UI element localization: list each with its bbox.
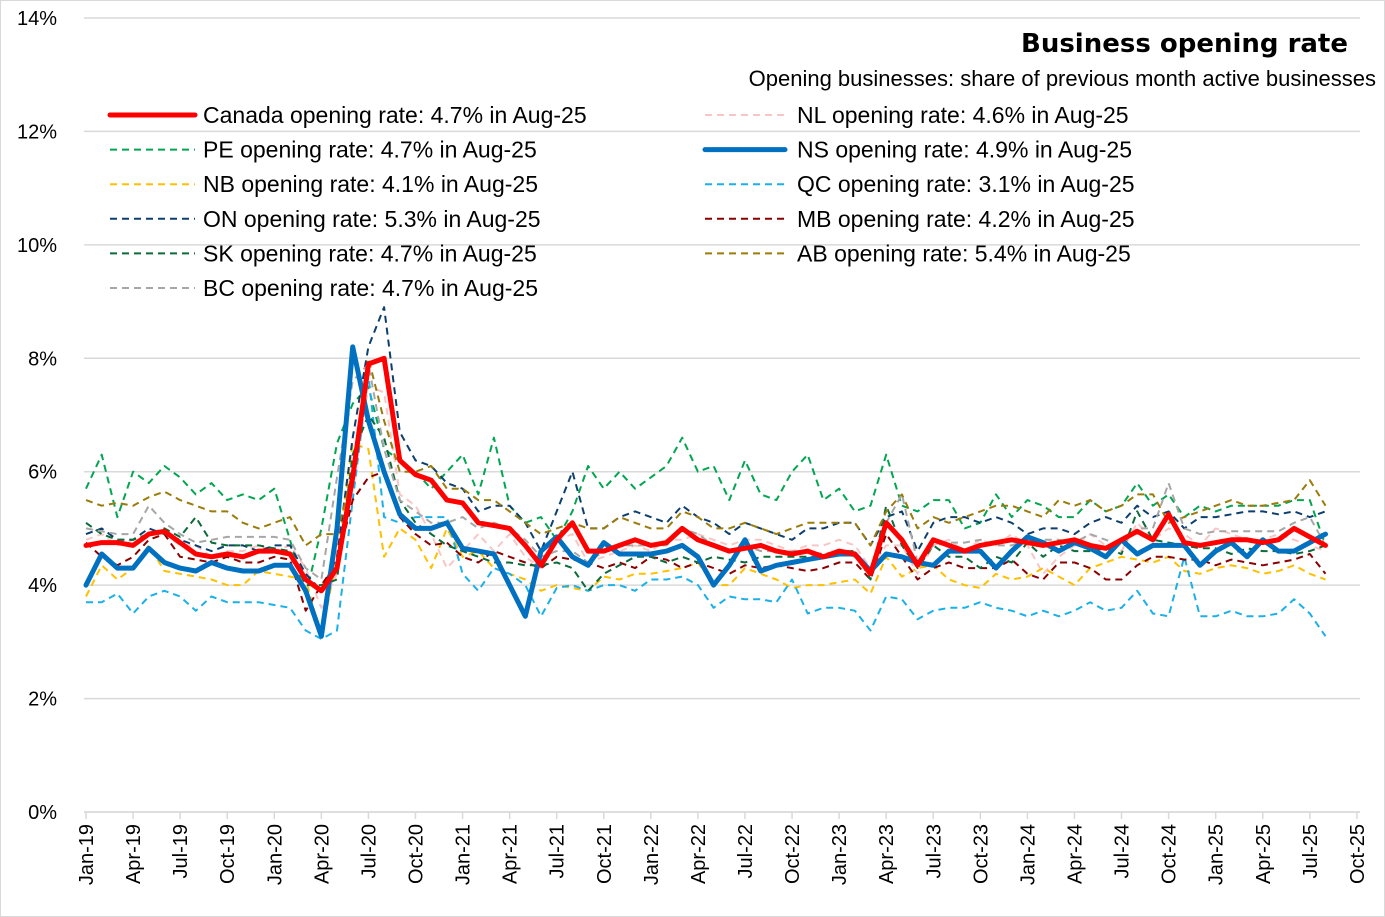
x-tick-label: Jul-21 (547, 824, 569, 878)
x-tick-label: Jul-20 (358, 824, 380, 878)
legend-item-canada: Canada opening rate: 4.7% in Aug-25 (107, 102, 587, 128)
x-tick-label: Oct-25 (1347, 824, 1369, 884)
legend-label: NS opening rate: 4.9% in Aug-25 (797, 137, 1132, 163)
legend-label: BC opening rate: 4.7% in Aug-25 (203, 275, 538, 301)
x-tick-label: Oct-24 (1159, 824, 1181, 884)
y-tick-label: 2% (28, 689, 57, 711)
legend-label: AB opening rate: 5.4% in Aug-25 (797, 240, 1131, 266)
x-axis: Jan-19 Apr-19 Jul-19 Oct-19 Jan-20 Apr-20 Jul-… (76, 811, 1369, 885)
legend-item-bc: BC opening rate: 4.7% in Aug-25 (110, 275, 538, 301)
x-tick-label: Jan-21 (453, 824, 475, 885)
x-tick-label: Apr-25 (1253, 824, 1275, 884)
x-tick-label: Jul-23 (923, 824, 945, 878)
y-tick-label: 6% (28, 462, 57, 484)
legend-item-pe: PE opening rate: 4.7% in Aug-25 (110, 137, 537, 163)
x-tick-label: Jan-25 (1206, 824, 1228, 885)
y-tick-label: 4% (28, 575, 57, 597)
x-tick-label: Jan-20 (264, 824, 286, 885)
x-tick-label: Oct-22 (782, 824, 804, 884)
chart-title: Business opening rate (1021, 29, 1348, 59)
series-line-ab (85, 357, 1327, 547)
x-tick-label: Oct-19 (217, 824, 239, 884)
legend-label: NL opening rate: 4.6% in Aug-25 (797, 102, 1129, 128)
x-tick-label: Jan-24 (1017, 824, 1039, 885)
legend: Canada opening rate: 4.7% in Aug-25 PE op… (107, 102, 1135, 301)
legend-item-nl: NL opening rate: 4.6% in Aug-25 (705, 102, 1129, 128)
series-lines (83, 306, 1328, 640)
x-tick-label: Jul-25 (1300, 824, 1322, 878)
legend-label: SK opening rate: 4.7% in Aug-25 (203, 240, 537, 266)
x-tick-label: Oct-23 (970, 824, 992, 884)
x-tick-label: Jan-22 (641, 824, 663, 885)
y-tick-label: 0% (28, 802, 57, 824)
y-axis-ticks: 0% 2% 4% 6% 8% 10% 12% 14% (17, 8, 57, 824)
x-tick-label: Jan-23 (829, 824, 851, 885)
legend-item-qc: QC opening rate: 3.1% in Aug-25 (705, 171, 1135, 197)
legend-item-ns: NS opening rate: 4.9% in Aug-25 (702, 137, 1132, 163)
series-line-qc (86, 374, 1327, 640)
x-tick-label: Jul-19 (170, 824, 192, 878)
x-tick-label: Jul-24 (1112, 824, 1134, 878)
x-tick-label: Apr-21 (500, 824, 522, 884)
legend-label: QC opening rate: 3.1% in Aug-25 (797, 171, 1135, 197)
legend-item-sk: SK opening rate: 4.7% in Aug-25 (110, 240, 537, 266)
legend-label: ON opening rate: 5.3% in Aug-25 (203, 206, 541, 232)
series-line-on (85, 306, 1326, 592)
y-tick-label: 12% (17, 121, 57, 143)
x-tick-label: Oct-21 (594, 824, 616, 884)
series-line-canada (83, 355, 1328, 594)
legend-label: MB opening rate: 4.2% in Aug-25 (797, 206, 1135, 232)
y-tick-label: 8% (28, 348, 57, 370)
x-tick-label: Apr-22 (688, 824, 710, 884)
x-tick-label: Jul-22 (735, 824, 757, 878)
legend-label: PE opening rate: 4.7% in Aug-25 (203, 137, 537, 163)
x-tick-label: Apr-23 (876, 824, 898, 884)
y-tick-label: 14% (17, 8, 57, 30)
legend-item-mb: MB opening rate: 4.2% in Aug-25 (705, 206, 1135, 232)
x-tick-label: Oct-20 (405, 824, 427, 884)
legend-item-on: ON opening rate: 5.3% in Aug-25 (110, 206, 541, 232)
legend-label: NB opening rate: 4.1% in Aug-25 (203, 171, 538, 197)
y-tick-label: 10% (17, 235, 57, 257)
x-tick-label: Apr-20 (311, 824, 333, 884)
x-tick-label: Apr-24 (1064, 824, 1086, 884)
x-tick-label: Jan-19 (76, 824, 98, 885)
x-tick-label: Apr-19 (123, 824, 145, 884)
legend-item-ab: AB opening rate: 5.4% in Aug-25 (705, 240, 1131, 266)
legend-label: Canada opening rate: 4.7% in Aug-25 (203, 102, 587, 128)
legend-item-nb: NB opening rate: 4.1% in Aug-25 (110, 171, 538, 197)
chart-subtitle: Opening businesses: share of previous mo… (749, 66, 1376, 91)
